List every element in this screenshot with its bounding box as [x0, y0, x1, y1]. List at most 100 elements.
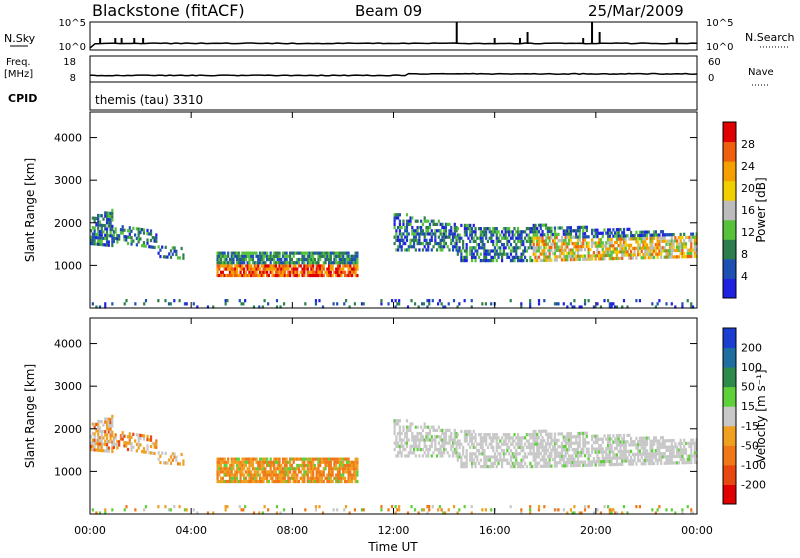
power-cell: [90, 241, 93, 246]
power-cell: [465, 252, 468, 256]
power-cell: [670, 242, 673, 246]
power-cell: [255, 264, 258, 268]
velocity-cell: [380, 508, 383, 512]
power-cell: [596, 231, 599, 235]
velocity-cell: [606, 443, 610, 448]
velocity-cell: [428, 438, 432, 442]
velocity-cell: [258, 479, 262, 484]
velocity-cell: [469, 445, 472, 450]
power-cell: [472, 230, 475, 234]
velocity-cell: [100, 448, 103, 453]
velocity-cell: [327, 476, 331, 480]
velocity-cell: [513, 461, 516, 466]
ytick-label: 4000: [54, 338, 82, 351]
power-cell: [246, 251, 249, 255]
power-cell: [409, 216, 412, 220]
velocity-cell: [219, 457, 223, 461]
power-cell: [490, 249, 493, 253]
velocity-cell: [237, 460, 240, 464]
velocity-cell: [617, 437, 620, 441]
power-cell: [477, 243, 481, 247]
power-cell: [628, 256, 631, 260]
power-cell: [421, 229, 425, 233]
velocity-cell: [520, 508, 523, 512]
power-cell: [123, 235, 126, 239]
power-cell: [633, 246, 636, 250]
velocity-cell: [495, 465, 498, 469]
power-cell: [130, 229, 133, 233]
power-cell: [582, 232, 585, 236]
power-cell: [476, 249, 479, 253]
velocity-cell: [513, 465, 516, 469]
velocity-cell: [522, 465, 525, 469]
power-cell: [430, 232, 433, 236]
velocity-cell: [486, 445, 490, 450]
power-cell: [340, 270, 343, 274]
velocity-cell: [315, 467, 318, 471]
power-cell: [598, 231, 601, 235]
velocity-cell: [467, 442, 470, 446]
power-cell: [601, 257, 604, 261]
power-cell: [95, 242, 98, 246]
velocity-cell: [688, 460, 691, 465]
velocity-cell: [397, 451, 400, 455]
power-cell: [427, 248, 430, 252]
velocity-cell: [674, 511, 677, 515]
power-cell: [481, 239, 484, 244]
power-cell: [319, 267, 322, 271]
power-cell: [262, 270, 265, 274]
power-cell: [425, 219, 428, 223]
velocity-cell: [479, 442, 482, 446]
power-cell: [658, 249, 661, 253]
velocity-cell: [235, 460, 239, 464]
power-cell: [262, 261, 265, 265]
velocity-cell: [296, 476, 299, 480]
velocity-cell: [690, 454, 693, 458]
velocity-cell: [239, 463, 242, 468]
power-cell: [651, 243, 654, 247]
velocity-cell: [651, 508, 654, 512]
velocity-cell: [264, 476, 267, 480]
velocity-cell: [232, 479, 235, 484]
power-cell: [310, 273, 313, 278]
power-cell: [500, 255, 504, 260]
power-cell: [450, 241, 453, 246]
power-cell: [395, 232, 398, 236]
velocity-cell: [490, 508, 493, 512]
velocity-cell: [281, 460, 285, 464]
power-cell: [90, 229, 93, 233]
power-cell: [97, 233, 100, 237]
velocity-cell: [663, 455, 666, 459]
power-cell: [137, 240, 140, 244]
power-cell: [553, 226, 557, 230]
power-cell: [667, 252, 670, 256]
velocity-cell: [317, 460, 320, 464]
power-cell: [443, 229, 446, 233]
velocity-cell: [356, 463, 359, 468]
velocity-cell: [674, 461, 677, 465]
velocity-cell: [665, 439, 668, 443]
power-cell: [448, 235, 451, 239]
velocity-cell: [472, 461, 475, 466]
velocity-cell: [292, 460, 295, 464]
velocity-cell: [585, 447, 588, 451]
power-cell: [417, 305, 420, 309]
power-cell: [338, 257, 341, 262]
power-cell: [591, 257, 594, 261]
power-cell: [400, 248, 403, 252]
power-cell: [566, 305, 569, 309]
velocity-cell: [476, 449, 479, 453]
velocity-cell: [506, 442, 509, 446]
velocity-cell: [571, 454, 574, 458]
velocity-cell: [153, 445, 156, 449]
velocity-cell: [173, 452, 176, 456]
power-cell: [402, 222, 405, 226]
power-cell: [111, 302, 114, 306]
power-cell: [460, 255, 463, 260]
power-cell: [516, 230, 520, 234]
power-cell: [342, 251, 345, 255]
power-cell: [332, 302, 335, 306]
power-cell: [105, 217, 109, 222]
power-cell: [250, 254, 253, 258]
velocity-cell: [320, 460, 324, 464]
